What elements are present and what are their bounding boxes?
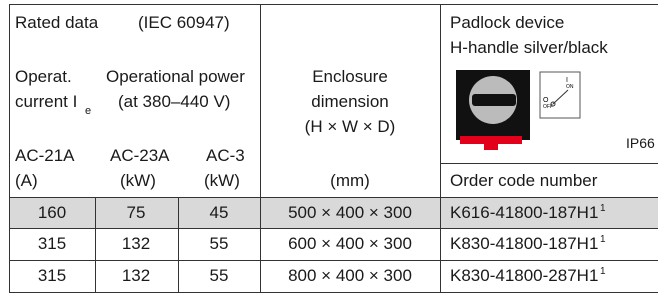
cell: 55 (210, 265, 229, 287)
header-text: Padlock device (450, 12, 564, 34)
border (9, 260, 658, 261)
cell: 800 × 400 × 300 (288, 265, 412, 287)
cell: 315 (38, 233, 66, 255)
header-text: (kW) (120, 170, 156, 192)
header-text: Enclosure (312, 66, 388, 88)
header-text: Operat. (15, 66, 72, 88)
header-text: dimension (311, 91, 389, 113)
switch-label: O (543, 97, 549, 104)
header-text: Order code number (450, 170, 597, 192)
cell: K830-41800-187H1 (450, 233, 598, 255)
border (260, 4, 261, 292)
footnote: 1 (600, 202, 606, 224)
border (9, 197, 658, 198)
switch-label: I (566, 77, 568, 84)
header-text: AC-23A (110, 145, 170, 167)
border (9, 228, 658, 229)
footnote-mark: 1 (600, 266, 606, 277)
cell: 132 (122, 233, 150, 255)
header-text: (at 380–440 V) (118, 91, 230, 113)
header-text: AC-3 (206, 145, 245, 167)
border (9, 4, 658, 5)
cell: K830-41800-287H1 (450, 265, 598, 287)
cell: 315 (38, 265, 66, 287)
handle-icon: I ON O OFF (450, 66, 590, 152)
switch-label: OFF (543, 104, 553, 110)
header-text: (H × W × D) (305, 116, 396, 138)
footnote: 1 (600, 265, 606, 287)
header-text: Rated data (15, 12, 98, 34)
cell: 75 (127, 202, 146, 224)
border (9, 4, 10, 292)
border (440, 163, 658, 164)
cell: K616-41800-187H1 (450, 202, 598, 224)
border (95, 197, 96, 292)
border (9, 292, 658, 293)
header-text: (IEC 60947) (138, 12, 230, 34)
border (178, 197, 179, 292)
header-text: Operational power (106, 66, 245, 88)
footnote-mark: 1 (600, 203, 606, 214)
header-text: (mm) (330, 170, 370, 192)
spec-table: Rated data (IEC 60947) Operat. current I… (0, 0, 658, 296)
cell: 600 × 400 × 300 (288, 233, 412, 255)
cell: 500 × 400 × 300 (288, 202, 412, 224)
cell: 132 (122, 265, 150, 287)
header-text: (kW) (204, 170, 240, 192)
footnote: 1 (600, 233, 606, 255)
header-text: current I (15, 91, 77, 113)
cell: 45 (210, 202, 229, 224)
subscript: e (85, 100, 91, 122)
border (440, 4, 441, 292)
header-text: (A) (15, 170, 38, 192)
header-text: H-handle silver/black (450, 37, 608, 59)
cell: 55 (210, 233, 229, 255)
footnote-mark: 1 (600, 234, 606, 245)
ip-rating: IP66 (626, 132, 655, 154)
cell: 160 (38, 202, 66, 224)
header-text: AC-21A (15, 145, 75, 167)
switch-label: ON (566, 84, 574, 90)
